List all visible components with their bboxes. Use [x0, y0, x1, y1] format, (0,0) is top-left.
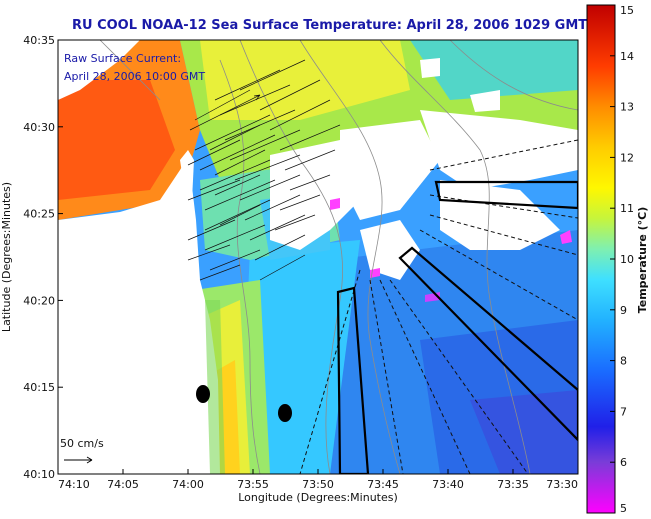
x-tick-label: 73:35 [497, 478, 529, 491]
colorbar-tick-label: 14 [620, 50, 634, 63]
x-tick-label: 74:00 [172, 478, 204, 491]
x-tick-label: 73:45 [367, 478, 399, 491]
x-tick-label: 74:05 [107, 478, 139, 491]
current-vectors [187, 59, 341, 281]
y-tick-label: 40:20 [23, 294, 55, 307]
legend-line2: April 28, 2006 10:00 GMT [64, 70, 205, 83]
colorbar-tick-label: 9 [620, 304, 627, 317]
scale-label: 50 cm/s [60, 437, 104, 450]
x-tick-label: 73:30 [546, 478, 578, 491]
colorbar-ticks: 15 14 13 12 11 10 9 8 7 6 5 [610, 4, 634, 515]
y-axis-label: Latitude (Degrees:Minutes) [0, 182, 13, 332]
y-tick-label: 40:15 [23, 381, 55, 394]
shipping-lanes [299, 139, 578, 474]
scale-arrow [64, 456, 93, 464]
colorbar-tick-label: 5 [620, 502, 627, 515]
colorbar-tick-label: 7 [620, 405, 627, 418]
colorbar-tick-label: 6 [620, 456, 627, 469]
x-axis: 74:10 74:05 74:00 73:55 73:50 73:45 73:40 73:35… [57, 469, 579, 491]
y-tick-label: 40:10 [23, 468, 55, 481]
colorbar-tick-label: 10 [620, 253, 634, 266]
x-tick-label: 73:50 [302, 478, 334, 491]
x-tick-label: 74:10 [58, 478, 90, 491]
colorbar-title: Temperature (°C) [636, 207, 649, 314]
colorbar-tick-label: 12 [620, 151, 634, 164]
colorbar-tick-label: 13 [620, 101, 634, 114]
y-axis: 40:35 40:30 40:25 40:20 40:15 40:10 [23, 34, 63, 481]
colorbar-tick-label: 8 [620, 355, 627, 368]
colorbar-tick-label: 11 [620, 202, 634, 215]
legend-line1: Raw Surface Current: [64, 52, 181, 65]
x-tick-label: 73:40 [432, 478, 464, 491]
y-tick-label: 40:35 [23, 34, 55, 47]
bathymetry-contours [99, 40, 578, 474]
x-axis-label: Longitude (Degrees:Minutes) [238, 491, 398, 504]
sst-field [58, 40, 578, 474]
buoy-marker [196, 385, 210, 403]
y-tick-label: 40:30 [23, 121, 55, 134]
x-tick-label: 73:55 [237, 478, 269, 491]
colorbar-tick-label: 15 [620, 4, 634, 17]
map-title: RU COOL NOAA-12 Sea Surface Temperature:… [72, 18, 588, 33]
y-tick-label: 40:25 [23, 208, 55, 221]
buoy-marker [278, 404, 292, 422]
